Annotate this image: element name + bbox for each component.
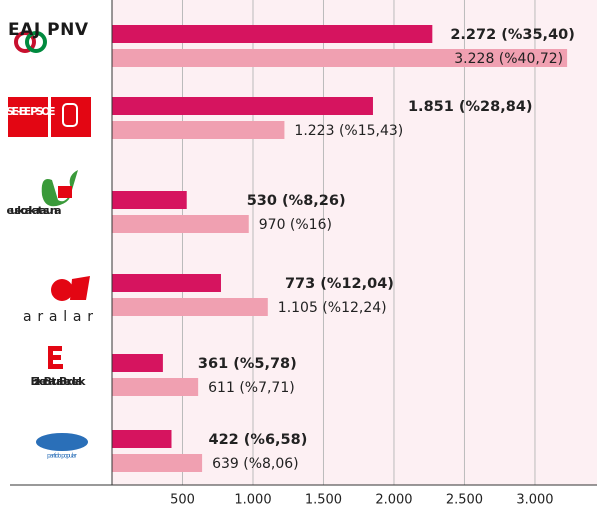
bar: [112, 215, 249, 233]
value-label: 1.105 (%12,24): [278, 300, 387, 316]
x-tick-label: 2.500: [446, 493, 483, 508]
logo-psoe: [8, 97, 91, 137]
x-tick-label: 1.000: [234, 493, 271, 508]
bar: [112, 97, 373, 115]
bar: [112, 191, 187, 209]
category-label: PSE-EE PSOE: [1, 105, 56, 118]
x-tick-label: 2.000: [375, 493, 412, 508]
value-label: 3.228 (%40,72): [454, 51, 563, 67]
category-label: partido popular: [47, 453, 78, 460]
x-tick-label: 500: [170, 493, 195, 508]
bar: [112, 454, 203, 472]
category-label: aralar: [23, 309, 93, 325]
bar: [112, 378, 199, 396]
logo-aralar: [51, 276, 90, 301]
value-label: 639 (%8,06): [212, 456, 299, 472]
value-label: 1.223 (%15,43): [294, 123, 403, 139]
category-label: eusko alkartasuna: [7, 204, 62, 217]
bar: [112, 430, 172, 448]
logo-pp: [36, 433, 88, 451]
bar: [112, 354, 163, 372]
x-tick-label: 1.500: [305, 493, 342, 508]
bar: [112, 298, 268, 316]
plot-background: [112, 0, 597, 485]
value-label: 530 (%8,26): [247, 193, 346, 209]
x-tick-label: 3.000: [516, 493, 553, 508]
category-label: EzkerBatua Berdeak: [31, 375, 87, 388]
logo-eb: [48, 346, 63, 369]
value-label: 2.272 (%35,40): [450, 27, 575, 43]
value-label: 1.851 (%28,84): [408, 99, 533, 115]
logo-pnv: [14, 31, 47, 53]
logo-ea: [41, 170, 78, 207]
value-label: 611 (%7,71): [208, 380, 295, 396]
value-label: 422 (%6,58): [208, 432, 307, 448]
value-label: 773 (%12,04): [285, 276, 394, 292]
bar: [112, 25, 433, 43]
value-label: 970 (%16): [259, 217, 332, 233]
bar: [112, 49, 568, 67]
value-label: 361 (%5,78): [198, 356, 297, 372]
bar: [112, 121, 285, 139]
bar: [112, 274, 221, 292]
category-label: EAJ PNV: [8, 20, 89, 40]
